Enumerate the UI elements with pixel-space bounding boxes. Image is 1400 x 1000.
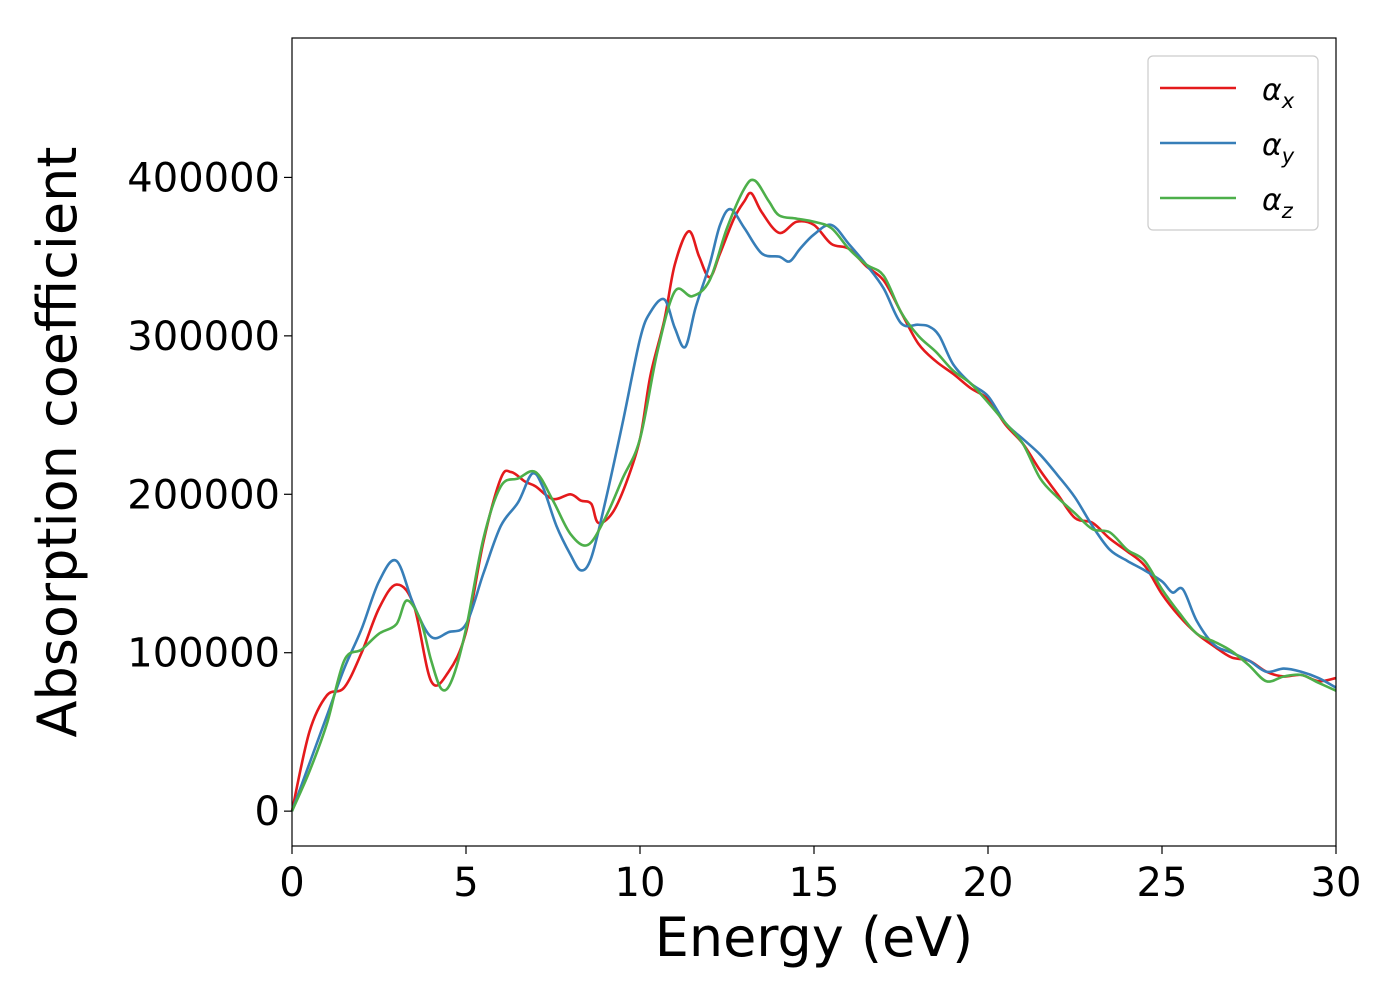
legend: αx αy αz xyxy=(1147,55,1319,231)
y-tick-label: 100000 xyxy=(127,631,280,677)
x-tick-label: 0 xyxy=(279,860,304,906)
x-tick-label: 10 xyxy=(615,860,666,906)
y-axis-title: Absorption coefficient xyxy=(26,147,89,738)
y-axis: 0 100000 200000 300000 400000 xyxy=(127,155,292,835)
series-line-z xyxy=(290,178,1337,812)
legend-label-x: αx xyxy=(1262,73,1295,113)
x-tick-label: 5 xyxy=(453,860,478,906)
y-tick-label: 200000 xyxy=(127,472,280,518)
legend-label-y: αy xyxy=(1262,128,1295,168)
y-tick-label: 0 xyxy=(255,789,280,835)
y-tick-label: 300000 xyxy=(127,314,280,360)
x-axis-title: Energy (eV) xyxy=(655,906,974,969)
series-layer xyxy=(290,178,1337,812)
legend-label-z: αz xyxy=(1262,183,1294,223)
x-tick-label: 30 xyxy=(1311,860,1362,906)
x-tick-label: 25 xyxy=(1137,860,1188,906)
y-tick-label: 400000 xyxy=(127,155,280,201)
x-tick-label: 20 xyxy=(963,860,1014,906)
x-axis: 0 5 10 15 20 25 30 xyxy=(279,846,1361,906)
x-tick-label: 15 xyxy=(789,860,840,906)
